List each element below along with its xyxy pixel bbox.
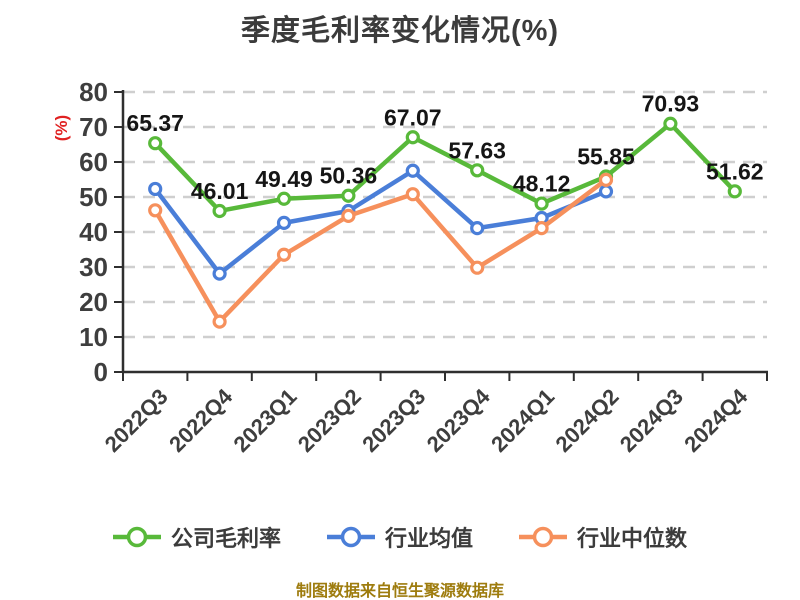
x-tick-label: 2024Q2 <box>550 384 623 457</box>
data-point <box>598 172 614 187</box>
data-label: 48.12 <box>513 171 571 197</box>
legend-item-2: 行业中位数 <box>519 521 687 553</box>
data-point <box>148 203 163 218</box>
data-point <box>341 208 356 223</box>
data-point <box>212 203 227 219</box>
data-point <box>148 181 163 197</box>
data-point <box>148 136 163 151</box>
data-point <box>341 188 356 203</box>
y-tick-label: 30 <box>79 252 108 282</box>
data-point <box>405 163 420 178</box>
data-point <box>212 266 227 281</box>
legend-label: 行业均值 <box>384 526 473 551</box>
series-line-1 <box>152 168 609 276</box>
x-tick-label: 2023Q1 <box>228 384 301 457</box>
data-label: 70.93 <box>642 91 700 117</box>
legend-item-1: 行业均值 <box>326 521 473 553</box>
y-tick-label: 60 <box>79 147 108 177</box>
data-label: 50.36 <box>320 163 378 189</box>
data-point <box>534 221 549 236</box>
x-tick-label: 2024Q3 <box>615 384 688 457</box>
data-point <box>534 196 549 211</box>
data-point <box>276 191 292 206</box>
data-point <box>727 184 742 199</box>
data-label: 67.07 <box>384 104 442 130</box>
legend-item-0: 公司毛利率 <box>112 521 281 553</box>
data-point <box>598 184 614 199</box>
y-tick-label: 0 <box>94 357 108 387</box>
y-tick-label: 40 <box>79 217 108 247</box>
x-tick-label: 2022Q4 <box>164 383 238 457</box>
legend-marker-icon <box>326 526 375 548</box>
data-label: 55.85 <box>577 144 635 170</box>
series-line-0 <box>152 121 738 214</box>
data-point <box>276 215 292 230</box>
data-label: 65.37 <box>126 110 184 136</box>
data-point <box>663 116 678 131</box>
data-label: 51.62 <box>706 158 764 184</box>
legend: 公司毛利率 行业均值 行业中位数 <box>0 522 800 552</box>
data-point <box>470 221 485 236</box>
data-point <box>405 187 420 202</box>
data-source-note: 制图数据来自恒生聚源数据库 <box>295 583 504 600</box>
x-tick-label: 2024Q1 <box>486 384 559 457</box>
x-tick-label: 2023Q4 <box>422 383 496 457</box>
data-point <box>470 260 485 275</box>
y-tick-label: 80 <box>79 77 108 107</box>
legend-marker-icon <box>519 526 567 548</box>
y-tick-label: 70 <box>79 112 108 142</box>
y-tick-label: 10 <box>79 322 108 352</box>
data-point <box>212 314 227 329</box>
data-point <box>470 163 485 178</box>
data-point <box>405 130 420 145</box>
x-tick-label: 2023Q3 <box>357 384 430 457</box>
x-tick-label: 2022Q3 <box>100 384 173 457</box>
x-tick-label: 2024Q4 <box>679 383 753 457</box>
data-point <box>276 247 292 262</box>
chart-title: 季度毛利率变化情况(%) <box>240 15 560 47</box>
data-label: 46.01 <box>191 178 249 204</box>
legend-marker-icon <box>112 526 161 548</box>
legend-label: 行业中位数 <box>577 526 688 551</box>
y-tick-label: 20 <box>79 287 108 317</box>
series-line-2 <box>152 177 609 324</box>
data-label: 49.49 <box>255 166 313 192</box>
y-tick-label: 50 <box>79 182 108 212</box>
legend-label: 公司毛利率 <box>170 526 281 551</box>
x-tick-label: 2023Q2 <box>293 384 366 457</box>
data-label: 57.63 <box>448 137 506 163</box>
